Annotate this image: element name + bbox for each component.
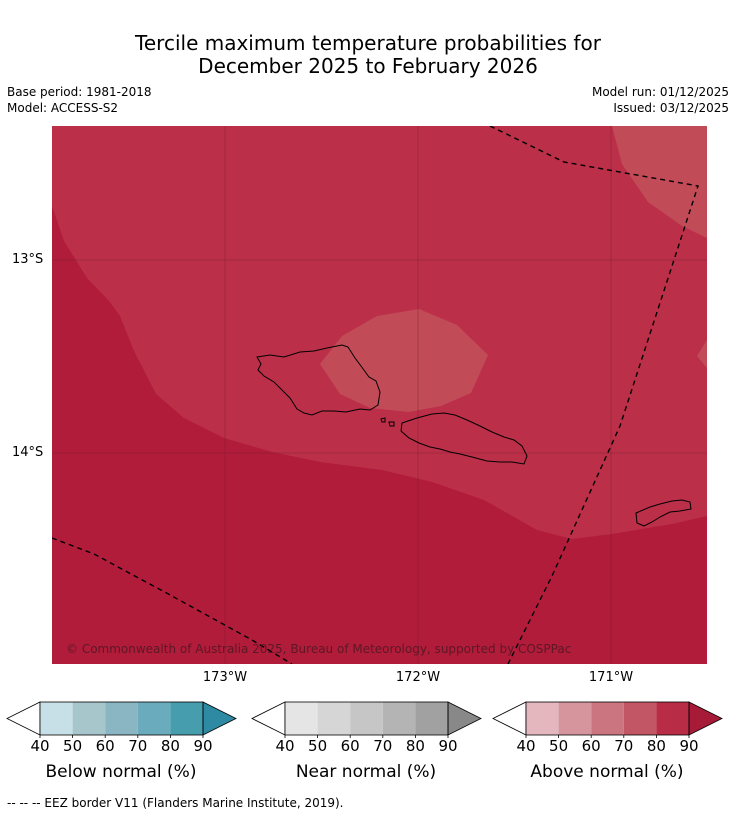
below-colorbar-over-extend bbox=[202, 701, 237, 736]
below-colorbar-under-extend bbox=[6, 701, 41, 736]
manono-islet bbox=[380, 417, 386, 423]
near-colorbar-segment bbox=[350, 702, 383, 735]
near-colorbar-segment bbox=[317, 702, 351, 735]
upolu-island bbox=[400, 412, 528, 465]
above-colorbar-tick-label: 50 bbox=[549, 737, 568, 755]
above-colorbar: 40 50 60 70 80 90 bbox=[492, 701, 723, 755]
colorbars: 40 50 60 70 80 90 40 50 60 70 80 90 40 50 60 70 80 90 bbox=[6, 701, 723, 755]
lon-label-172w: 172°W bbox=[395, 670, 441, 685]
near-colorbar-tick-label: 40 bbox=[275, 737, 294, 755]
chart-title: Tercile maximum temperature probabilitie… bbox=[0, 32, 736, 78]
near-colorbar-tick-label: 90 bbox=[438, 737, 457, 755]
above-colorbar-segment bbox=[656, 702, 689, 735]
tutuila-island bbox=[635, 499, 692, 527]
near-colorbar-segment bbox=[415, 702, 448, 735]
near-colorbar-tick-label: 60 bbox=[341, 737, 360, 755]
below-colorbar-tick-label: 50 bbox=[63, 737, 82, 755]
lat-label-14s: 14°S bbox=[12, 445, 44, 460]
eez-border-south bbox=[52, 537, 293, 664]
meta-left: Base period: 1981-2018 Model: ACCESS-S2 bbox=[7, 84, 152, 116]
base-period: Base period: 1981-2018 bbox=[7, 85, 152, 99]
below-colorbar-tick-label: 80 bbox=[161, 737, 180, 755]
below-colorbar-segment bbox=[72, 702, 106, 735]
above-colorbar-tick-label: 80 bbox=[647, 737, 666, 755]
above-normal-label: Above normal (%) bbox=[530, 762, 684, 782]
above-colorbar-tick-label: 90 bbox=[679, 737, 698, 755]
eez-footnote: -- -- -- EEZ border V11 (Flanders Marine… bbox=[7, 796, 344, 810]
below-colorbar-outline bbox=[39, 701, 204, 736]
copyright-text: © Commonwealth of Australia 2025, Bureau… bbox=[66, 642, 571, 656]
below-colorbar-segment bbox=[105, 702, 138, 735]
above-colorbar-tick-label: 60 bbox=[582, 737, 601, 755]
graticule bbox=[52, 126, 707, 664]
below-colorbar-segment bbox=[170, 702, 203, 735]
near-colorbar-tick-label: 50 bbox=[308, 737, 327, 755]
eez-border bbox=[52, 126, 699, 664]
above-colorbar-outline bbox=[525, 701, 690, 736]
near-colorbar-under-extend bbox=[251, 701, 286, 736]
model-name: Model: ACCESS-S2 bbox=[7, 101, 119, 115]
near-colorbar: 40 50 60 70 80 90 bbox=[251, 701, 482, 755]
lat-label-13s: 13°S bbox=[12, 252, 44, 267]
below-colorbar-segment bbox=[137, 702, 171, 735]
map-panel: © Commonwealth of Australia 2025, Bureau… bbox=[52, 126, 707, 664]
above-colorbar-under-extend bbox=[492, 701, 527, 736]
above-colorbar-segment bbox=[526, 702, 559, 735]
above-colorbar-tick-label: 40 bbox=[516, 737, 535, 755]
above-colorbar-segment bbox=[623, 702, 657, 735]
below-colorbar-tick-label: 40 bbox=[30, 737, 49, 755]
lon-label-171w: 171°W bbox=[588, 670, 634, 685]
savaii-island bbox=[256, 344, 381, 416]
near-colorbar-tick-label: 70 bbox=[373, 737, 392, 755]
above-colorbar-over-extend bbox=[688, 701, 723, 736]
title-line-2: December 2025 to February 2026 bbox=[198, 54, 538, 78]
probability-70-region bbox=[697, 340, 707, 368]
title-line-1: Tercile maximum temperature probabilitie… bbox=[135, 31, 601, 55]
above-colorbar-segment bbox=[558, 702, 592, 735]
meta-right: Model run: 01/12/2025 Issued: 03/12/2025 bbox=[592, 84, 729, 116]
near-colorbar-tick-label: 80 bbox=[406, 737, 425, 755]
below-colorbar-tick-label: 90 bbox=[193, 737, 212, 755]
near-colorbar-segment bbox=[285, 702, 318, 735]
issued-date: Issued: 03/12/2025 bbox=[613, 101, 729, 115]
model-run: Model run: 01/12/2025 bbox=[591, 85, 729, 99]
above-colorbar-tick-label: 70 bbox=[614, 737, 633, 755]
near-colorbar-segment bbox=[382, 702, 416, 735]
probability-70-region bbox=[612, 126, 707, 238]
near-colorbar-over-extend bbox=[447, 701, 482, 736]
above-colorbar-segment bbox=[591, 702, 624, 735]
lon-label-173w: 173°W bbox=[202, 670, 248, 685]
near-normal-label: Near normal (%) bbox=[295, 762, 437, 782]
map-svg: © Commonwealth of Australia 2025, Bureau… bbox=[52, 126, 707, 664]
apolima-islet bbox=[388, 421, 395, 427]
near-colorbar-outline bbox=[284, 701, 449, 736]
probability-70-region bbox=[320, 309, 488, 412]
below-colorbar-tick-label: 70 bbox=[128, 737, 147, 755]
below-colorbar-tick-label: 60 bbox=[96, 737, 115, 755]
below-colorbar-segment bbox=[40, 702, 73, 735]
eez-border-east bbox=[489, 126, 699, 664]
below-colorbar: 40 50 60 70 80 90 bbox=[6, 701, 237, 755]
below-normal-label: Below normal (%) bbox=[45, 762, 197, 782]
